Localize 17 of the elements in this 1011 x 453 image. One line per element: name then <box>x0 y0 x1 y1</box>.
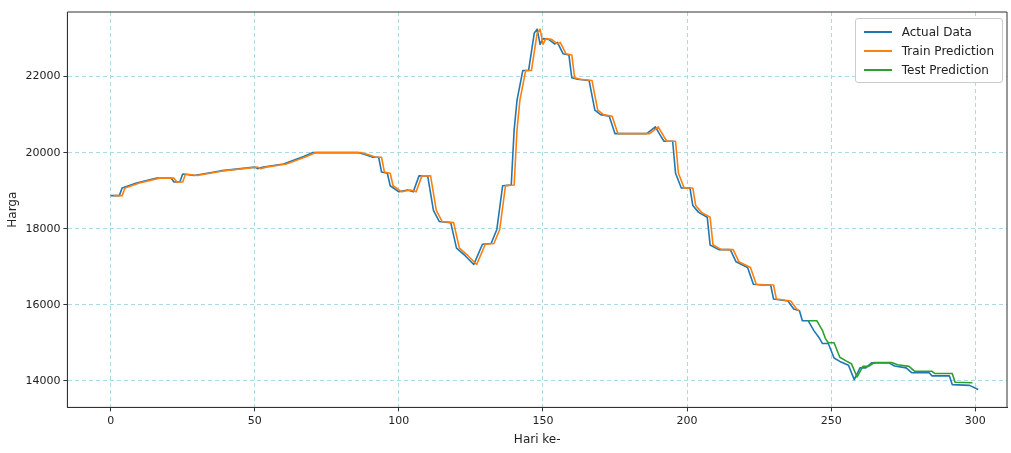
x-tick-label: 0 <box>107 413 115 427</box>
y-tick-label: 22000 <box>25 69 61 83</box>
x-tick-label: 150 <box>532 413 554 427</box>
legend-label: Actual Data <box>901 24 972 39</box>
legend-label: Train Prediction <box>901 43 994 58</box>
x-tick-label: 50 <box>247 413 262 427</box>
y-axis-title: Harga <box>5 191 20 228</box>
x-axis-title: Hari ke- <box>513 431 561 446</box>
legend-label: Test Prediction <box>901 62 989 77</box>
x-tick-label: 250 <box>820 413 842 427</box>
y-tick-label: 18000 <box>25 221 61 235</box>
y-tick-label: 20000 <box>25 145 61 159</box>
y-tick-label: 14000 <box>25 373 61 387</box>
y-tick-label: 16000 <box>25 297 61 311</box>
x-tick-label: 300 <box>964 413 986 427</box>
x-tick-label: 100 <box>388 413 410 427</box>
x-tick-label: 200 <box>676 413 698 427</box>
